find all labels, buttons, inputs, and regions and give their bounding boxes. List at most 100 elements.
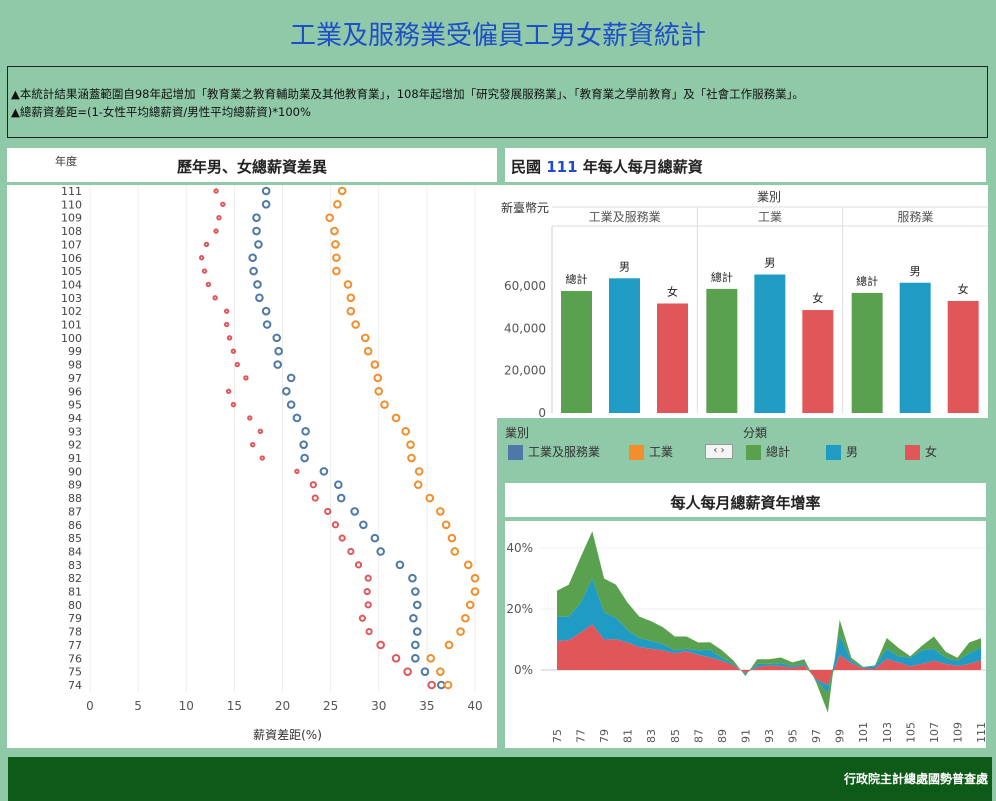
dot-chart-year-tick: 93	[68, 425, 82, 438]
dot-chart-point-female	[205, 281, 212, 288]
dot-chart-year-tick: 83	[68, 559, 82, 572]
dot-chart-point-all	[411, 640, 420, 650]
bar-chart-ytick-label: 0	[538, 406, 546, 418]
dot-chart-point-all	[376, 547, 385, 556]
bar-chart-ytick-label: 20,000	[504, 364, 546, 378]
dot-chart-point-all	[350, 507, 359, 516]
dot-chart-point-female	[243, 375, 249, 381]
dot-chart-point-industry	[401, 427, 411, 436]
dot-chart-point-all	[334, 480, 343, 490]
pager-arrows-icon[interactable]: ‹ ›	[705, 444, 733, 459]
legend-swatch-teal	[826, 445, 841, 460]
dot-chart-point-industry	[370, 360, 380, 369]
legend-industry-item-1[interactable]: 工業	[629, 443, 673, 460]
dot-chart-point-industry	[325, 213, 334, 223]
dot-chart-year-tick: 86	[68, 519, 82, 532]
dot-chart-year-tick: 98	[68, 359, 82, 372]
dot-chart-point-female	[225, 388, 232, 394]
area-chart-panel: 0% 20% 40% 75 77 79 81 83 85 87 89 91 93 95 97 99 101 103…	[505, 521, 988, 748]
dot-chart-year-tick: 74	[68, 679, 82, 692]
dot-chart-point-industry	[461, 613, 470, 623]
bar-chart-bar-label: 總計	[711, 270, 733, 284]
area-chart-xtick-label: 103	[881, 722, 894, 743]
dot-chart-year-tick: 102	[61, 305, 82, 318]
dot-chart-point-female	[226, 335, 233, 341]
dot-chart-point-industry	[343, 280, 353, 289]
area-chart-xtick-label: 83	[645, 729, 658, 743]
bar-chart-bar	[561, 291, 592, 413]
dot-chart-point-industry	[330, 226, 339, 236]
dot-chart-point-industry	[436, 507, 445, 516]
dot-chart-point-all	[420, 667, 430, 676]
legend-category-item-0[interactable]: 總計	[746, 443, 790, 460]
dot-chart-point-female	[338, 534, 346, 542]
dot-chart-point-female	[259, 455, 265, 461]
dot-chart-year-tick: 105	[61, 265, 82, 278]
bar-chart-title-year: 111	[546, 158, 578, 176]
bar-chart-title-bar: 民國 111 年每人每月總薪資	[505, 148, 986, 182]
dot-chart-point-female	[201, 268, 208, 274]
dot-chart-year-tick: 77	[68, 639, 82, 652]
bar-chart-ylabel: 新臺幣元	[501, 200, 549, 215]
bar-chart-bar	[802, 310, 834, 413]
bar-chart-bar	[851, 292, 883, 413]
title-bar: 工業及服務業受僱員工男女薪資統計	[8, 10, 988, 62]
dot-chart-point-all	[395, 560, 405, 570]
dot-chart-point-all	[300, 453, 309, 463]
area-chart-xtick-label: 95	[787, 729, 800, 743]
dot-chart-point-female	[358, 614, 366, 622]
dot-chart-point-industry	[450, 547, 460, 556]
area-chart-title-bar: 每人每月總薪資年增率	[505, 483, 986, 517]
area-chart-xtick-label: 105	[904, 722, 917, 743]
dot-chart-xtick-label: 20	[275, 699, 290, 713]
legend-category-label-2: 女	[925, 445, 938, 459]
area-chart-xtick-label: 87	[692, 729, 705, 743]
dot-chart-year-tick: 79	[68, 612, 82, 625]
dot-chart-year-tick: 89	[68, 479, 82, 492]
dot-chart-point-all	[252, 213, 261, 223]
legend-category-item-1[interactable]: 男	[826, 443, 858, 460]
legend-area: 業別 工業及服務業 工業 ‹ › 分類 總計 男 女	[505, 424, 985, 464]
dot-chart-point-industry	[360, 333, 370, 343]
bar-chart-group-label: 工業	[758, 210, 782, 224]
dot-chart-year-tick: 82	[68, 572, 82, 585]
dot-chart-point-industry	[443, 680, 453, 690]
dot-chart-point-female	[354, 561, 363, 569]
area-chart-xtick-label: 107	[928, 722, 941, 743]
area-chart-xtick-label: 89	[716, 729, 729, 743]
dot-chart-year-tick: 91	[68, 452, 82, 465]
dot-chart-panel: 0 5 10 15 20 25 30 35 40 薪資差距(%) 74 75 76 77 78 79 80 81 8…	[7, 185, 497, 748]
dot-chart-point-female	[249, 441, 256, 448]
dot-chart-point-female	[223, 308, 230, 314]
area-chart-series-女	[557, 624, 981, 686]
dot-chart-point-all	[301, 427, 310, 436]
area-chart-xtick-label: 79	[598, 729, 611, 743]
dot-chart-point-all	[286, 400, 296, 409]
legend-category-item-2[interactable]: 女	[905, 443, 937, 460]
bar-chart-group-label: 工業及服務業	[589, 210, 661, 224]
dot-chart-point-female	[230, 348, 237, 354]
dot-chart-year-tick: 110	[61, 198, 82, 211]
dot-chart-xtick-label: 30	[371, 699, 386, 713]
legend-industry-item-0[interactable]: 工業及服務業	[508, 443, 600, 460]
dot-chart-point-industry	[332, 266, 341, 276]
dot-chart-point-industry	[333, 200, 342, 209]
dot-chart-point-female	[427, 680, 436, 690]
dot-chart-xtick-label: 10	[179, 699, 194, 713]
legend-category-title: 分類	[743, 426, 768, 440]
dot-chart-xlabel: 薪資差距(%)	[253, 728, 322, 742]
legend-swatch-red	[905, 445, 920, 460]
dot-chart-point-industry	[470, 573, 480, 583]
dot-chart-point-all	[248, 253, 257, 263]
dot-chart-year-tick: 84	[68, 545, 82, 558]
dot-chart-point-all	[412, 627, 422, 636]
bar-chart-bar-label: 女	[812, 291, 823, 305]
area-chart-xtick-label: 109	[951, 722, 964, 743]
bar-chart-bar	[609, 278, 640, 413]
bar-chart-title: 民國 111 年每人每月總薪資	[511, 156, 703, 177]
dot-chart-point-industry	[373, 373, 383, 383]
bar-chart-header-label: 業別	[757, 190, 781, 204]
dot-chart-point-all	[411, 587, 420, 596]
dot-chart-year-tick: 97	[68, 372, 82, 385]
dot-chart-title: 歷年男、女總薪資差異	[176, 158, 327, 176]
